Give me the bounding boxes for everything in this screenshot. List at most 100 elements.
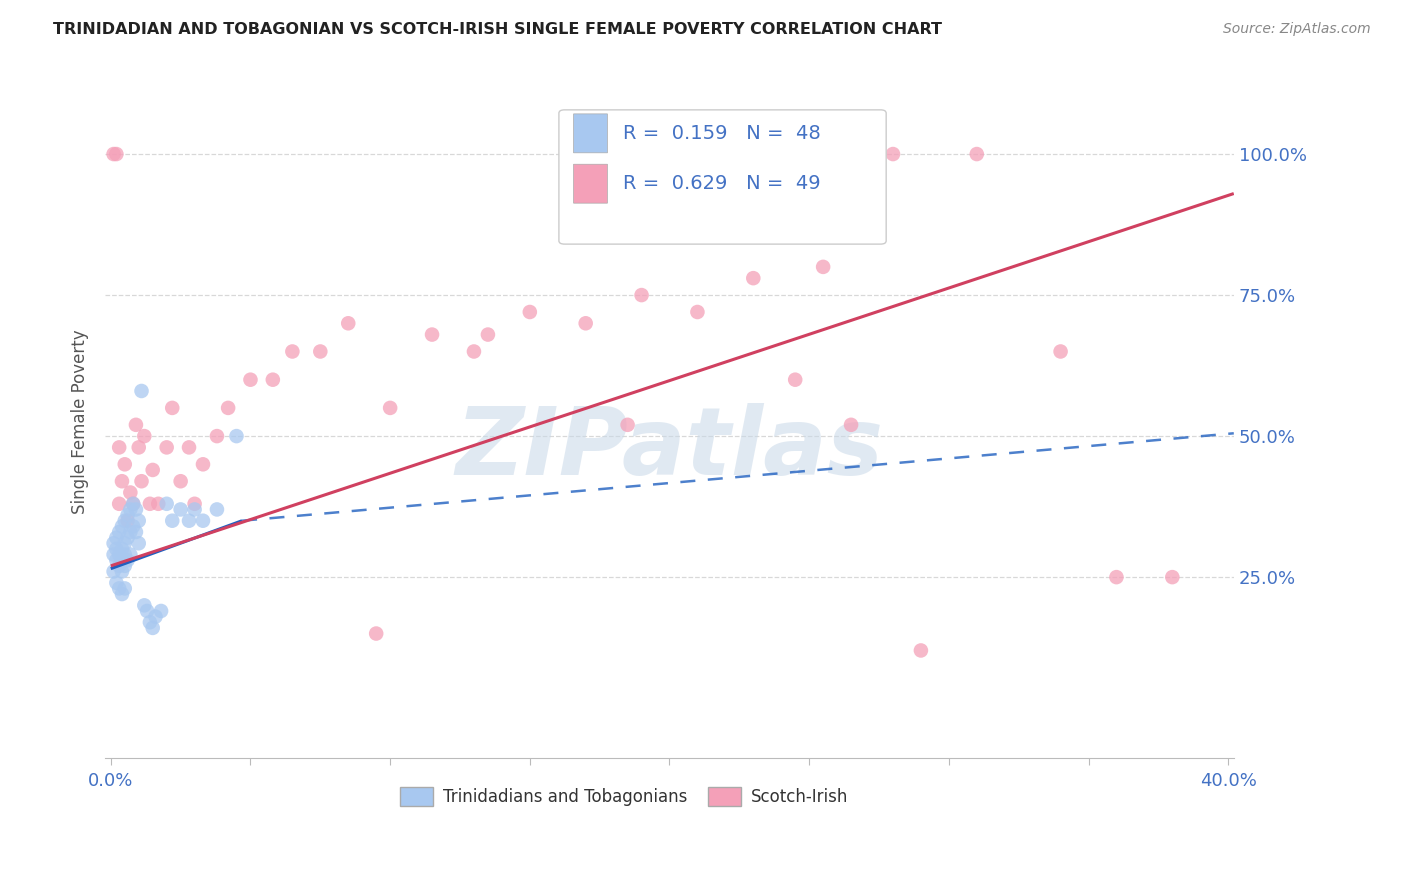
Point xyxy=(120,485,142,500)
Point xyxy=(105,575,128,590)
Point xyxy=(1105,570,1128,584)
Point xyxy=(217,401,239,415)
Point xyxy=(111,474,134,488)
Point xyxy=(108,497,131,511)
Point xyxy=(1161,570,1184,584)
Point xyxy=(125,502,148,516)
Point xyxy=(1049,344,1071,359)
Point xyxy=(281,344,304,359)
Point xyxy=(111,565,134,579)
Point xyxy=(183,502,205,516)
Point xyxy=(117,508,139,522)
Point xyxy=(378,401,401,415)
Point xyxy=(148,497,170,511)
Point xyxy=(114,548,136,562)
Point xyxy=(122,497,145,511)
Point xyxy=(139,615,162,630)
FancyBboxPatch shape xyxy=(574,114,607,153)
Point xyxy=(122,519,145,533)
Point xyxy=(117,553,139,567)
Point xyxy=(103,548,125,562)
Point xyxy=(142,463,165,477)
Point xyxy=(225,429,247,443)
Point xyxy=(142,621,165,635)
Point xyxy=(742,271,765,285)
Point xyxy=(128,514,150,528)
Point xyxy=(145,609,167,624)
Point xyxy=(366,626,388,640)
Legend: Trinidadians and Tobagonians, Scotch-Irish: Trinidadians and Tobagonians, Scotch-Iri… xyxy=(394,780,855,814)
Point xyxy=(882,147,904,161)
Point xyxy=(156,441,179,455)
Point xyxy=(131,474,153,488)
Point xyxy=(910,643,932,657)
Point xyxy=(183,497,205,511)
Point xyxy=(108,558,131,573)
Point xyxy=(105,541,128,556)
Y-axis label: Single Female Poverty: Single Female Poverty xyxy=(72,330,89,515)
Point xyxy=(134,429,156,443)
Point xyxy=(103,565,125,579)
Point xyxy=(108,582,131,596)
Text: TRINIDADIAN AND TOBAGONIAN VS SCOTCH-IRISH SINGLE FEMALE POVERTY CORRELATION CHA: TRINIDADIAN AND TOBAGONIAN VS SCOTCH-IRI… xyxy=(53,22,942,37)
Point xyxy=(463,344,485,359)
Text: ZIPatlas: ZIPatlas xyxy=(456,403,883,495)
Point xyxy=(839,417,862,432)
Text: R =  0.629   N =  49: R = 0.629 N = 49 xyxy=(623,174,821,194)
Point xyxy=(205,502,228,516)
Point xyxy=(111,587,134,601)
Point xyxy=(131,384,153,398)
Point xyxy=(120,502,142,516)
Point xyxy=(191,458,214,472)
Point xyxy=(177,441,200,455)
Point xyxy=(811,260,834,274)
Point xyxy=(191,514,214,528)
Point xyxy=(114,536,136,550)
Point xyxy=(262,373,284,387)
Point xyxy=(108,524,131,539)
Point xyxy=(128,536,150,550)
Point xyxy=(128,441,150,455)
Point xyxy=(309,344,332,359)
Text: Source: ZipAtlas.com: Source: ZipAtlas.com xyxy=(1223,22,1371,37)
Point xyxy=(111,541,134,556)
FancyBboxPatch shape xyxy=(574,164,607,203)
Point xyxy=(136,604,159,618)
Point xyxy=(575,316,598,330)
Point xyxy=(103,147,125,161)
Point xyxy=(114,582,136,596)
Point xyxy=(966,147,988,161)
Point xyxy=(122,497,145,511)
Point xyxy=(125,417,148,432)
Point xyxy=(105,531,128,545)
Point xyxy=(114,514,136,528)
Point xyxy=(630,288,652,302)
Point xyxy=(120,548,142,562)
Point xyxy=(616,417,638,432)
Point xyxy=(117,531,139,545)
FancyBboxPatch shape xyxy=(560,110,886,244)
Point xyxy=(120,524,142,539)
Point xyxy=(420,327,443,342)
Point xyxy=(169,502,191,516)
Point xyxy=(111,553,134,567)
Point xyxy=(169,474,191,488)
Text: R =  0.159   N =  48: R = 0.159 N = 48 xyxy=(623,124,821,143)
Point xyxy=(239,373,262,387)
Point xyxy=(519,305,541,319)
Point xyxy=(477,327,499,342)
Point xyxy=(150,604,173,618)
Point xyxy=(117,514,139,528)
Point xyxy=(177,514,200,528)
Point xyxy=(105,147,128,161)
Point xyxy=(111,519,134,533)
Point xyxy=(162,401,184,415)
Point xyxy=(162,514,184,528)
Point xyxy=(139,497,162,511)
Point xyxy=(108,441,131,455)
Point xyxy=(125,524,148,539)
Point xyxy=(105,553,128,567)
Point xyxy=(114,458,136,472)
Point xyxy=(205,429,228,443)
Point xyxy=(785,373,807,387)
